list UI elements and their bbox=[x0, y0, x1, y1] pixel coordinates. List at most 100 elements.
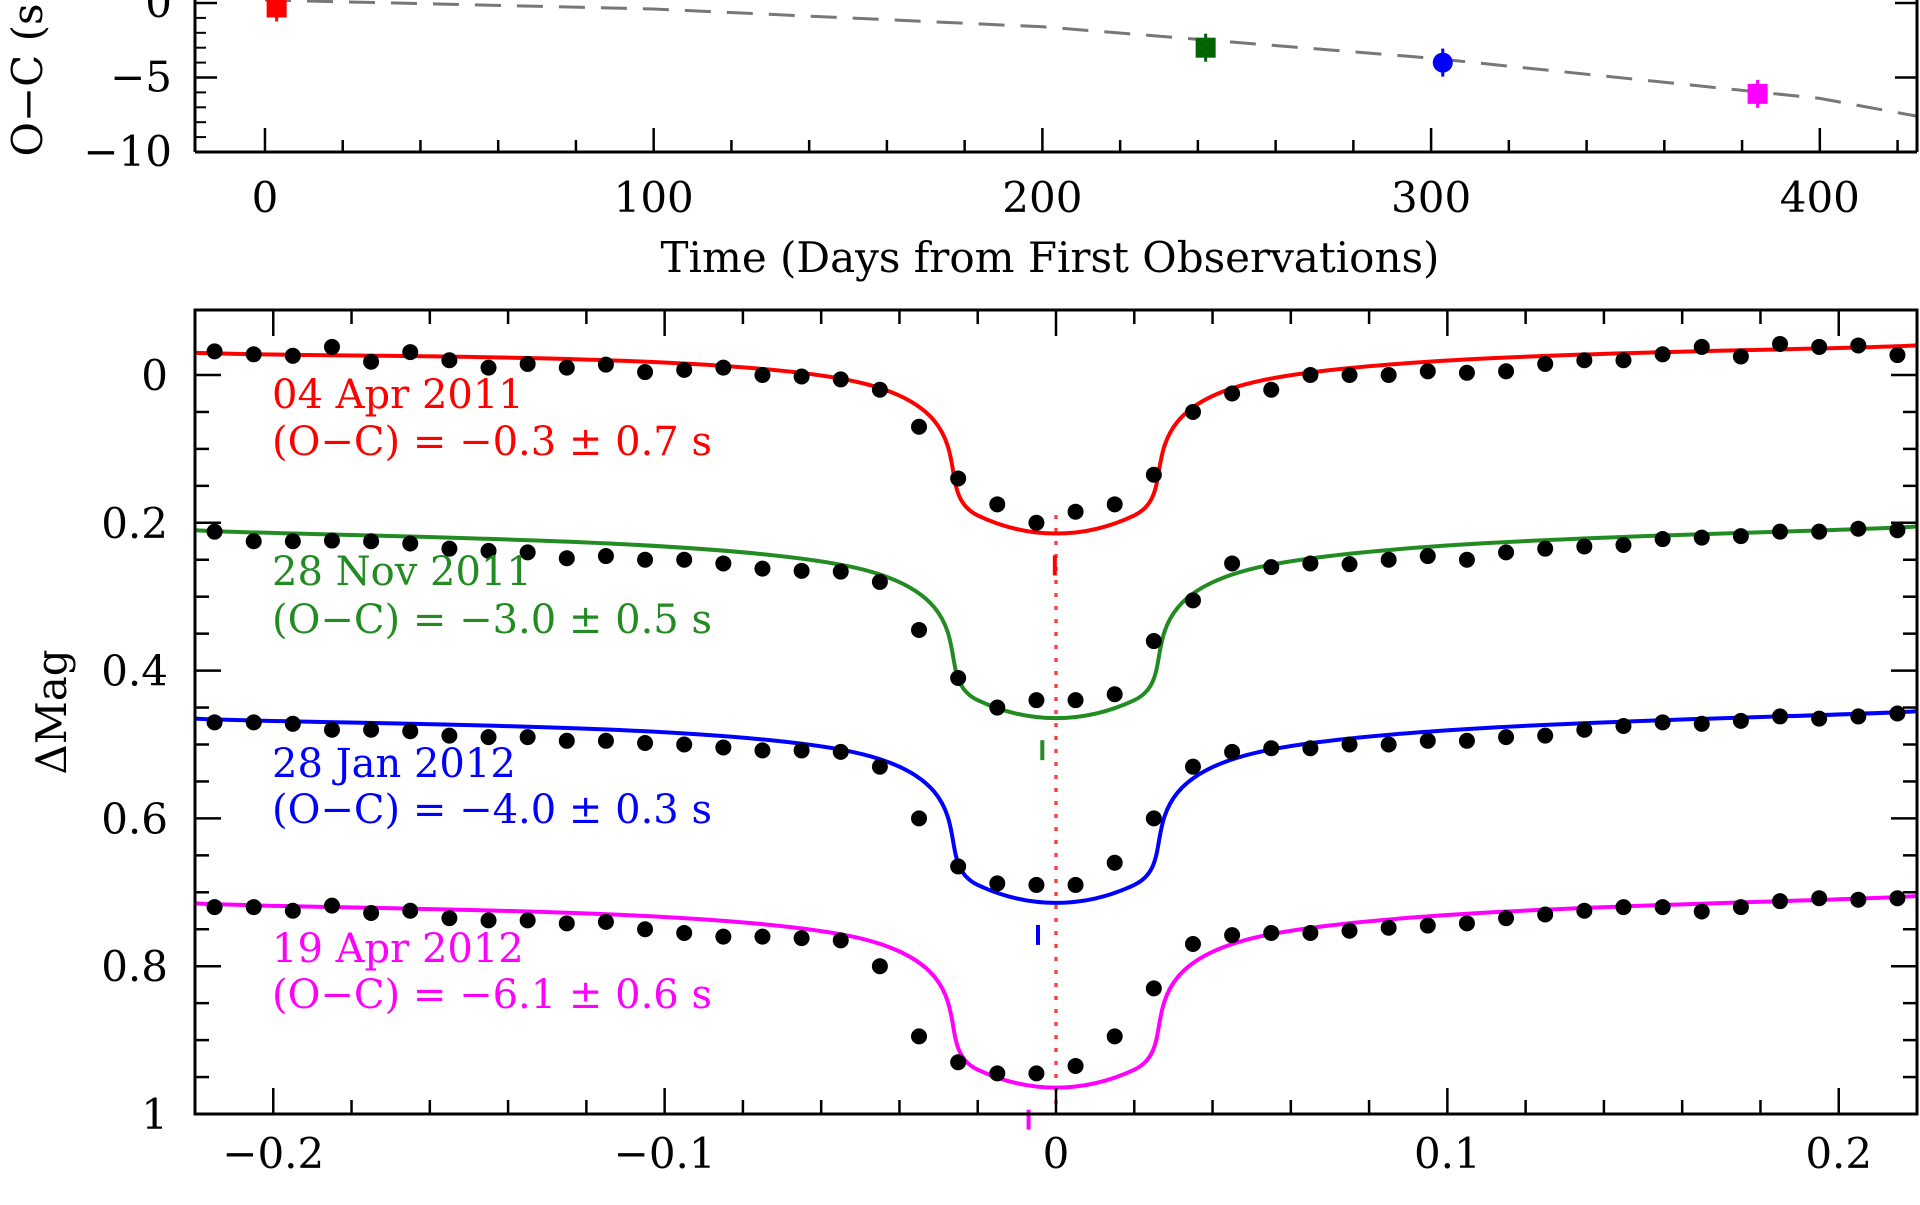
lightcurve-point bbox=[1184, 758, 1201, 775]
lightcurve-point bbox=[1419, 732, 1436, 749]
lightcurve-point bbox=[1263, 381, 1280, 398]
lightcurve-point bbox=[1302, 555, 1319, 572]
lightcurve-point bbox=[754, 367, 771, 383]
oc-panel-y-tick-label: −10 bbox=[83, 127, 172, 176]
lightcurve-point bbox=[206, 343, 223, 360]
lightcurve-point bbox=[480, 542, 497, 559]
lightcurve-point bbox=[1772, 523, 1789, 540]
lightcurve-point bbox=[1224, 385, 1241, 402]
lightcurve-point bbox=[1693, 529, 1710, 546]
lightcurve-point bbox=[1850, 891, 1867, 908]
lightcurve-point bbox=[1654, 346, 1671, 363]
lightcurve-point bbox=[793, 562, 810, 579]
lightcurve-point bbox=[480, 359, 497, 376]
lightcurve-point bbox=[754, 742, 771, 759]
lightcurve-point bbox=[871, 758, 888, 775]
lightcurve-panel-ylabel: ΔMag bbox=[27, 649, 76, 774]
lightcurve-point bbox=[323, 897, 340, 914]
lightcurve-y-tick-label: 0.6 bbox=[101, 794, 168, 843]
oc-panel-y-tick-label: −5 bbox=[110, 53, 172, 102]
lightcurve-point bbox=[1067, 876, 1084, 893]
lightcurve-point bbox=[1302, 367, 1319, 383]
lightcurve-point bbox=[1772, 335, 1789, 352]
lightcurve-point bbox=[1224, 555, 1241, 572]
oc-panel-x-tick-label: 0 bbox=[252, 173, 279, 222]
epoch-date-label: 28 Jan 2012 bbox=[272, 741, 516, 787]
lightcurve-y-tick-label: 0.2 bbox=[101, 499, 168, 548]
lightcurve-point bbox=[1224, 743, 1241, 760]
lightcurve-point bbox=[1419, 363, 1436, 380]
lightcurve-point bbox=[754, 560, 771, 577]
lightcurve-y-tick-label: 0 bbox=[141, 351, 168, 400]
oc-panel-y-tick-label: 0 bbox=[145, 0, 172, 27]
lightcurve-point bbox=[1576, 721, 1593, 738]
epoch-oc-label: (O−C) = −3.0 ± 0.5 s bbox=[272, 597, 712, 643]
lightcurve-point bbox=[1224, 927, 1241, 944]
lightcurve-point bbox=[1067, 1057, 1084, 1074]
lightcurve-point bbox=[989, 1065, 1006, 1082]
lightcurve-point bbox=[206, 899, 223, 916]
lightcurve-point bbox=[1184, 936, 1201, 953]
lightcurve-point bbox=[989, 496, 1006, 513]
lightcurve-point bbox=[441, 352, 458, 369]
lightcurve-point bbox=[284, 715, 301, 732]
lightcurve-x-tick-label: 0.1 bbox=[1414, 1129, 1481, 1178]
lightcurve-point bbox=[1889, 890, 1906, 907]
lightcurve-fit-2 bbox=[195, 524, 1917, 721]
lightcurve-y-tick-label: 0.4 bbox=[101, 647, 168, 696]
lightcurve-point bbox=[1889, 705, 1906, 722]
lightcurve-point bbox=[1576, 352, 1593, 369]
lightcurve-point bbox=[715, 359, 732, 376]
lightcurve-point bbox=[1654, 899, 1671, 916]
lightcurve-point bbox=[441, 540, 458, 557]
lightcurve-point bbox=[1341, 736, 1358, 753]
lightcurve-point bbox=[793, 742, 810, 759]
lightcurve-point bbox=[402, 902, 419, 919]
lightcurve-point bbox=[1380, 551, 1397, 568]
lightcurve-point bbox=[363, 904, 380, 921]
lightcurve-point bbox=[637, 364, 654, 381]
lightcurve-point bbox=[1106, 686, 1123, 703]
lightcurve-point bbox=[1811, 890, 1828, 907]
lightcurve-point bbox=[1693, 903, 1710, 920]
lightcurve-point bbox=[1380, 367, 1397, 383]
lightcurve-point bbox=[1106, 1028, 1123, 1045]
lightcurve-point bbox=[1263, 924, 1280, 941]
lightcurve-point bbox=[793, 930, 810, 947]
lightcurve-point bbox=[597, 732, 614, 749]
lightcurve-point bbox=[1145, 633, 1162, 650]
lightcurve-point bbox=[1498, 363, 1515, 380]
lightcurve-point bbox=[1772, 893, 1789, 910]
lightcurve-point bbox=[911, 418, 928, 435]
lightcurve-point bbox=[402, 535, 419, 552]
lightcurve-point bbox=[1850, 708, 1867, 725]
lightcurve-point bbox=[1576, 902, 1593, 919]
lightcurve-point bbox=[597, 913, 614, 930]
lightcurve-point bbox=[1028, 514, 1045, 531]
lightcurve-point bbox=[1615, 718, 1632, 735]
lightcurve-point bbox=[1184, 403, 1201, 420]
lightcurve-point bbox=[519, 544, 536, 561]
lightcurve-point bbox=[1106, 496, 1123, 513]
lightcurve-point bbox=[1654, 531, 1671, 548]
lightcurve-point bbox=[950, 1054, 967, 1071]
lightcurve-point bbox=[1380, 919, 1397, 936]
lightcurve-point bbox=[1341, 556, 1358, 573]
lightcurve-point bbox=[402, 723, 419, 740]
lightcurve-point bbox=[1145, 810, 1162, 827]
epoch-date-label: 04 Apr 2011 bbox=[272, 372, 524, 418]
lightcurve-point bbox=[597, 356, 614, 373]
lightcurve-point bbox=[1458, 732, 1475, 749]
lightcurve-point bbox=[1732, 712, 1749, 729]
lightcurve-point bbox=[637, 921, 654, 938]
lightcurve-point bbox=[676, 924, 693, 941]
epoch-oc-label: (O−C) = −4.0 ± 0.3 s bbox=[272, 787, 712, 833]
lightcurve-point bbox=[1811, 710, 1828, 727]
lightcurve-point bbox=[1419, 917, 1436, 934]
lightcurve-point bbox=[1889, 522, 1906, 539]
lightcurve-point bbox=[1537, 727, 1554, 744]
lightcurve-point bbox=[284, 347, 301, 364]
lightcurve-point bbox=[1498, 729, 1515, 746]
lightcurve-point bbox=[206, 523, 223, 540]
